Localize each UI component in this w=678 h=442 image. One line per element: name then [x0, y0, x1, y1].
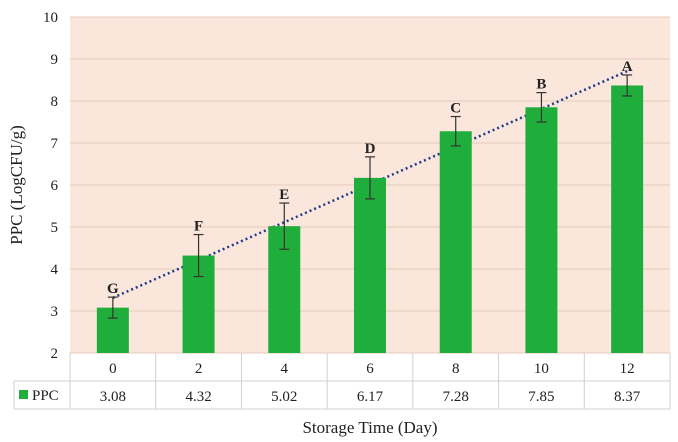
y-axis-label: PPC (LogCFU/g)	[7, 125, 26, 245]
x-tick-label: 8	[452, 361, 460, 377]
data-table-value: 5.02	[271, 389, 297, 405]
x-tick-label: 4	[281, 361, 289, 377]
significance-letter: E	[279, 187, 289, 203]
significance-letter: F	[194, 219, 203, 235]
x-tick-label: 12	[620, 361, 635, 377]
legend-label: PPC	[32, 388, 59, 404]
data-table-value: 3.08	[100, 389, 126, 405]
y-tick-label: 4	[51, 262, 59, 278]
y-tick-label: 3	[51, 304, 59, 320]
significance-letter: B	[536, 77, 546, 93]
x-tick-label: 2	[195, 361, 203, 377]
data-table-value: 6.17	[357, 389, 384, 405]
y-tick-label: 2	[51, 346, 59, 362]
x-tick-label: 0	[109, 361, 117, 377]
y-tick-label: 8	[51, 94, 59, 110]
y-tick-label: 5	[51, 220, 59, 236]
y-axis-ticks: 2 3 4 5 6 7 8 9 10	[43, 10, 59, 362]
y-tick-label: 10	[43, 10, 58, 26]
significance-letter: C	[450, 101, 461, 117]
legend-swatch	[19, 390, 28, 399]
data-table: 0 3.08 2 4.32 4 5.02 6 6.17 8 7.28 10 7.85 12 8.37 PPC	[13, 353, 671, 410]
significance-letter: D	[365, 141, 376, 157]
data-table-value: 7.28	[443, 389, 469, 405]
y-tick-label: 7	[51, 136, 59, 152]
bar	[611, 85, 644, 354]
x-tick-label: 6	[366, 361, 374, 377]
x-tick-label: 10	[534, 361, 549, 377]
data-table-value: 8.37	[614, 389, 641, 405]
significance-letter: A	[622, 59, 633, 75]
significance-letter: G	[107, 281, 119, 297]
y-tick-label: 9	[51, 52, 59, 68]
bar	[525, 107, 558, 353]
bar	[354, 177, 386, 353]
x-axis-label: Storage Time (Day)	[302, 418, 437, 437]
y-tick-label: 6	[51, 178, 59, 194]
bars: G F E D C B A	[96, 59, 644, 354]
bar	[439, 131, 472, 353]
data-table-value: 4.32	[185, 389, 211, 405]
data-table-value: 7.85	[528, 389, 554, 405]
